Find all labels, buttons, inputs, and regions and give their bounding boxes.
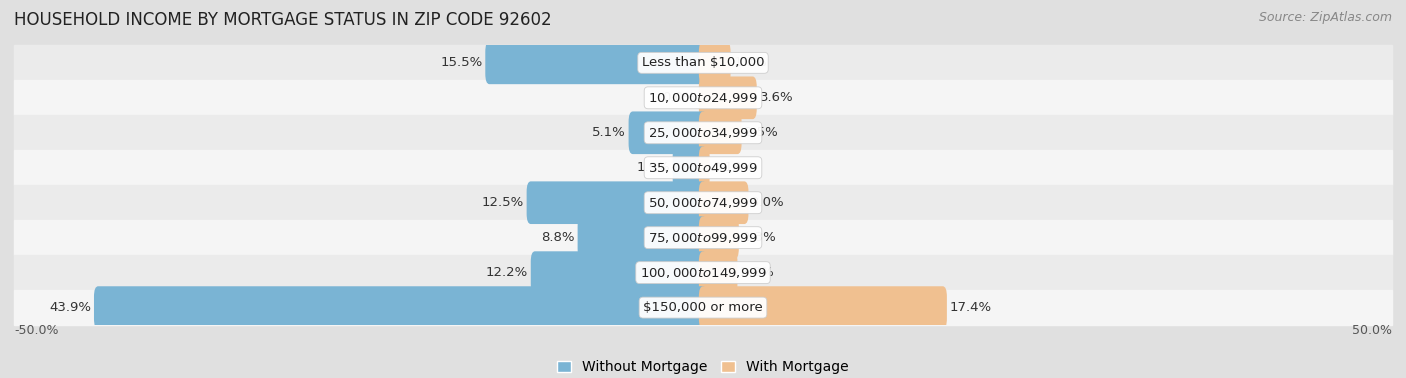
FancyBboxPatch shape — [94, 286, 707, 329]
Text: $25,000 to $34,999: $25,000 to $34,999 — [648, 126, 758, 140]
Text: $75,000 to $99,999: $75,000 to $99,999 — [648, 231, 758, 245]
Bar — [14, 150, 1392, 185]
Text: $10,000 to $24,999: $10,000 to $24,999 — [648, 91, 758, 105]
Text: 50.0%: 50.0% — [1353, 324, 1392, 337]
Text: 3.6%: 3.6% — [759, 91, 793, 104]
Text: 12.2%: 12.2% — [485, 266, 529, 279]
FancyBboxPatch shape — [699, 112, 741, 154]
Bar — [14, 220, 1392, 255]
Text: $35,000 to $49,999: $35,000 to $49,999 — [648, 161, 758, 175]
Text: 2.5%: 2.5% — [744, 126, 778, 139]
Text: -50.0%: -50.0% — [14, 324, 59, 337]
Bar — [14, 81, 1392, 115]
Text: 2.3%: 2.3% — [741, 231, 775, 244]
FancyBboxPatch shape — [531, 251, 707, 294]
FancyBboxPatch shape — [578, 216, 707, 259]
Bar — [14, 45, 1392, 81]
Text: $150,000 or more: $150,000 or more — [643, 301, 763, 314]
Text: Source: ZipAtlas.com: Source: ZipAtlas.com — [1258, 11, 1392, 24]
Text: $50,000 to $74,999: $50,000 to $74,999 — [648, 196, 758, 210]
Bar — [14, 185, 1392, 220]
Text: 1.7%: 1.7% — [734, 56, 768, 69]
Text: 8.8%: 8.8% — [541, 231, 575, 244]
Text: 17.4%: 17.4% — [949, 301, 991, 314]
FancyBboxPatch shape — [699, 76, 756, 119]
Bar — [14, 255, 1392, 290]
Text: 3.0%: 3.0% — [751, 196, 785, 209]
Text: 1.9%: 1.9% — [637, 161, 669, 174]
Text: 0.0%: 0.0% — [662, 91, 696, 104]
FancyBboxPatch shape — [699, 286, 946, 329]
Text: 5.1%: 5.1% — [592, 126, 626, 139]
FancyBboxPatch shape — [672, 146, 707, 189]
FancyBboxPatch shape — [699, 146, 710, 189]
Text: 2.2%: 2.2% — [740, 266, 773, 279]
FancyBboxPatch shape — [485, 42, 707, 84]
Text: 43.9%: 43.9% — [49, 301, 91, 314]
FancyBboxPatch shape — [699, 251, 738, 294]
Text: Less than $10,000: Less than $10,000 — [641, 56, 765, 69]
Text: HOUSEHOLD INCOME BY MORTGAGE STATUS IN ZIP CODE 92602: HOUSEHOLD INCOME BY MORTGAGE STATUS IN Z… — [14, 11, 551, 29]
Text: 0.18%: 0.18% — [713, 161, 755, 174]
FancyBboxPatch shape — [699, 42, 731, 84]
FancyBboxPatch shape — [527, 181, 707, 224]
Text: 12.5%: 12.5% — [482, 196, 524, 209]
FancyBboxPatch shape — [628, 112, 707, 154]
Bar — [14, 115, 1392, 150]
Text: $100,000 to $149,999: $100,000 to $149,999 — [640, 266, 766, 280]
Text: 15.5%: 15.5% — [440, 56, 482, 69]
FancyBboxPatch shape — [699, 181, 748, 224]
Legend: Without Mortgage, With Mortgage: Without Mortgage, With Mortgage — [551, 355, 855, 378]
FancyBboxPatch shape — [699, 216, 738, 259]
Bar — [14, 290, 1392, 325]
